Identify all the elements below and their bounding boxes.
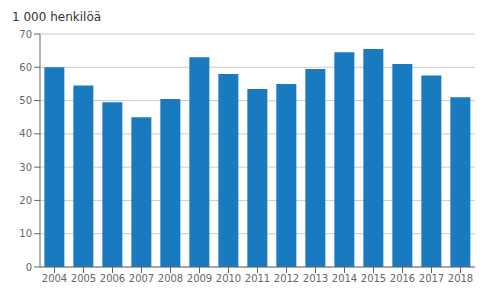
svg-text:2007: 2007 (129, 273, 154, 284)
svg-text:2006: 2006 (100, 273, 125, 284)
svg-text:2012: 2012 (274, 273, 299, 284)
svg-text:30: 30 (19, 162, 32, 173)
svg-text:2018: 2018 (448, 273, 473, 284)
svg-text:2015: 2015 (361, 273, 386, 284)
svg-text:60: 60 (19, 62, 32, 73)
svg-text:2005: 2005 (71, 273, 96, 284)
svg-text:2014: 2014 (332, 273, 357, 284)
svg-text:2004: 2004 (42, 273, 67, 284)
svg-text:2010: 2010 (216, 273, 241, 284)
svg-text:40: 40 (19, 128, 32, 139)
svg-text:70: 70 (19, 29, 32, 40)
html-text:1 000 henkilöä: 1 000 henkilöä (12, 10, 102, 24)
svg-text:2011: 2011 (245, 273, 270, 284)
svg-text:2017: 2017 (419, 273, 444, 284)
svg-text:50: 50 (19, 95, 32, 106)
svg-text:20: 20 (19, 195, 32, 206)
svg-text:2016: 2016 (390, 273, 415, 284)
svg-text:10: 10 (19, 228, 32, 239)
svg-text:2008: 2008 (158, 273, 183, 284)
svg-text:2009: 2009 (187, 273, 212, 284)
svg-text:2013: 2013 (303, 273, 328, 284)
svg-text:0: 0 (26, 262, 32, 273)
